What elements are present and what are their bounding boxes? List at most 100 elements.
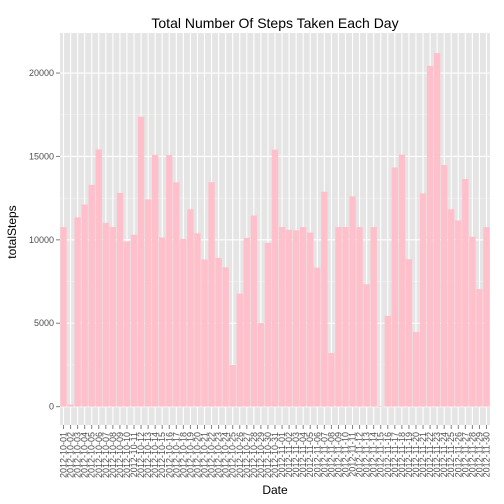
bar-2012-10-09 xyxy=(116,192,124,407)
x-tick-label: 2012-11-24 xyxy=(439,432,449,477)
bar-2012-11-07 xyxy=(321,191,328,407)
bar-2012-11-12 xyxy=(356,227,363,407)
bar-2012-11-10 xyxy=(342,227,349,407)
x-tick-label: 2012-11-21 xyxy=(418,432,428,477)
bar-2012-10-21 xyxy=(201,259,208,407)
bar-2012-11-14 xyxy=(370,227,377,407)
y-tick-label: 15000 xyxy=(29,151,54,161)
x-tick-label: 2012-11-25 xyxy=(446,432,456,477)
bar-2012-10-11 xyxy=(130,234,138,407)
bar-2012-10-03 xyxy=(74,217,81,407)
x-tick-label: 2012-10-05 xyxy=(87,432,97,478)
bar-2012-11-19 xyxy=(405,259,413,407)
x-axis-title: Date xyxy=(262,483,288,497)
x-tick-label: 2012-11-12 xyxy=(355,432,365,477)
x-tick-label: 2012-10-21 xyxy=(200,432,210,478)
x-tick-label: 2012-11-09 xyxy=(333,432,343,477)
x-tick-label: 2012-11-08 xyxy=(326,432,336,477)
bar-2012-11-06 xyxy=(314,267,321,407)
y-tick-label: 20000 xyxy=(29,68,54,78)
bar-2012-11-20 xyxy=(412,332,420,407)
x-tick-label: 2012-10-13 xyxy=(143,432,153,478)
y-axis: 0 5000 10000 15000 20000 xyxy=(29,68,60,412)
x-tick-label: 2012-10-16 xyxy=(164,432,174,478)
bar-2012-10-01 xyxy=(60,227,67,407)
bar-2012-10-15 xyxy=(159,237,166,407)
x-tick-label: 2012-10-07 xyxy=(101,432,111,478)
x-tick-label: 2012-11-26 xyxy=(453,432,463,477)
x-tick-label: 2012-11-04 xyxy=(298,432,308,477)
bar-2012-11-09 xyxy=(335,227,342,407)
x-tick-label: 2012-11-17 xyxy=(390,432,400,477)
x-tick-label: 2012-11-15 xyxy=(376,432,386,477)
bar-2012-11-18 xyxy=(398,154,406,407)
bar-2012-11-01 xyxy=(278,227,286,407)
bar-2012-10-13 xyxy=(144,199,152,407)
x-tick-label: 2012-11-02 xyxy=(284,432,294,477)
x-tick-label: 2012-10-28 xyxy=(249,432,259,478)
x-tick-label: 2012-10-02 xyxy=(66,432,76,478)
bar-2012-11-08 xyxy=(328,352,335,407)
bar-2012-10-23 xyxy=(215,257,222,407)
bar-2012-11-25 xyxy=(448,209,455,407)
bar-2012-10-18 xyxy=(180,238,187,407)
bar-2012-10-17 xyxy=(173,182,180,407)
x-tick-label: 2012-11-06 xyxy=(312,432,322,477)
bar-2012-11-27 xyxy=(462,179,469,407)
x-tick-label: 2012-10-08 xyxy=(108,432,118,478)
bar-2012-10-24 xyxy=(222,267,229,407)
y-tick-label: 0 xyxy=(49,402,54,412)
x-axis: 2012-10-012012-10-022012-10-032012-10-04… xyxy=(59,425,491,478)
bar-2012-11-13 xyxy=(363,284,370,407)
bar-2012-10-07 xyxy=(102,222,109,407)
x-tick-label: 2012-11-11 xyxy=(348,432,358,477)
x-tick-label: 2012-11-23 xyxy=(432,432,442,477)
bar-2012-10-05 xyxy=(88,184,95,407)
x-tick-label: 2012-10-03 xyxy=(73,432,83,478)
bar-2012-11-11 xyxy=(349,196,356,407)
bar-2012-11-24 xyxy=(441,165,448,407)
x-tick-label: 2012-11-01 xyxy=(277,432,287,477)
x-tick-label: 2012-11-16 xyxy=(383,432,393,477)
x-tick-label: 2012-11-10 xyxy=(340,432,350,477)
x-tick-label: 2012-10-12 xyxy=(136,432,146,478)
bar-2012-11-05 xyxy=(307,232,314,407)
bar-2012-10-29 xyxy=(257,322,265,407)
x-tick-label: 2012-11-20 xyxy=(411,432,421,477)
bar-2012-10-04 xyxy=(81,204,88,407)
x-tick-label: 2012-10-27 xyxy=(242,432,252,478)
x-tick-label: 2012-11-03 xyxy=(291,432,301,477)
bar-2012-10-08 xyxy=(109,227,117,407)
y-axis-title: totalSteps xyxy=(5,205,19,258)
x-tick-label: 2012-10-23 xyxy=(214,432,224,478)
x-tick-label: 2012-10-17 xyxy=(171,432,181,478)
bar-2012-10-06 xyxy=(95,149,102,407)
bar-2012-11-28 xyxy=(469,236,476,407)
bar-2012-11-15 xyxy=(377,405,384,407)
y-tick-label: 5000 xyxy=(34,318,54,328)
x-tick-label: 2012-10-11 xyxy=(129,432,139,477)
x-tick-label: 2012-10-29 xyxy=(256,432,266,478)
x-tick-label: 2012-10-25 xyxy=(228,432,238,478)
x-tick-label: 2012-11-07 xyxy=(319,432,329,477)
bar-2012-10-27 xyxy=(243,237,250,407)
x-tick-label: 2012-10-14 xyxy=(150,432,160,478)
x-tick-label: 2012-10-26 xyxy=(235,432,245,478)
bar-2012-10-28 xyxy=(250,215,258,407)
x-tick-label: 2012-10-22 xyxy=(207,432,217,478)
bar-2012-11-23 xyxy=(433,53,441,407)
bar-2012-11-17 xyxy=(391,167,399,407)
y-tick-label: 10000 xyxy=(29,235,54,245)
bar-2012-10-31 xyxy=(271,149,279,407)
x-tick-label: 2012-10-20 xyxy=(192,432,202,478)
bar-2012-10-16 xyxy=(166,155,173,407)
bar-2012-10-10 xyxy=(123,241,131,407)
bar-2012-11-03 xyxy=(292,230,300,407)
x-tick-label: 2012-11-27 xyxy=(460,432,470,477)
x-tick-label: 2012-10-01 xyxy=(59,432,69,478)
bar-2012-10-12 xyxy=(137,116,145,407)
x-tick-label: 2012-11-14 xyxy=(369,432,379,477)
bar-2012-11-16 xyxy=(384,315,391,407)
x-tick-label: 2012-11-22 xyxy=(425,432,435,477)
